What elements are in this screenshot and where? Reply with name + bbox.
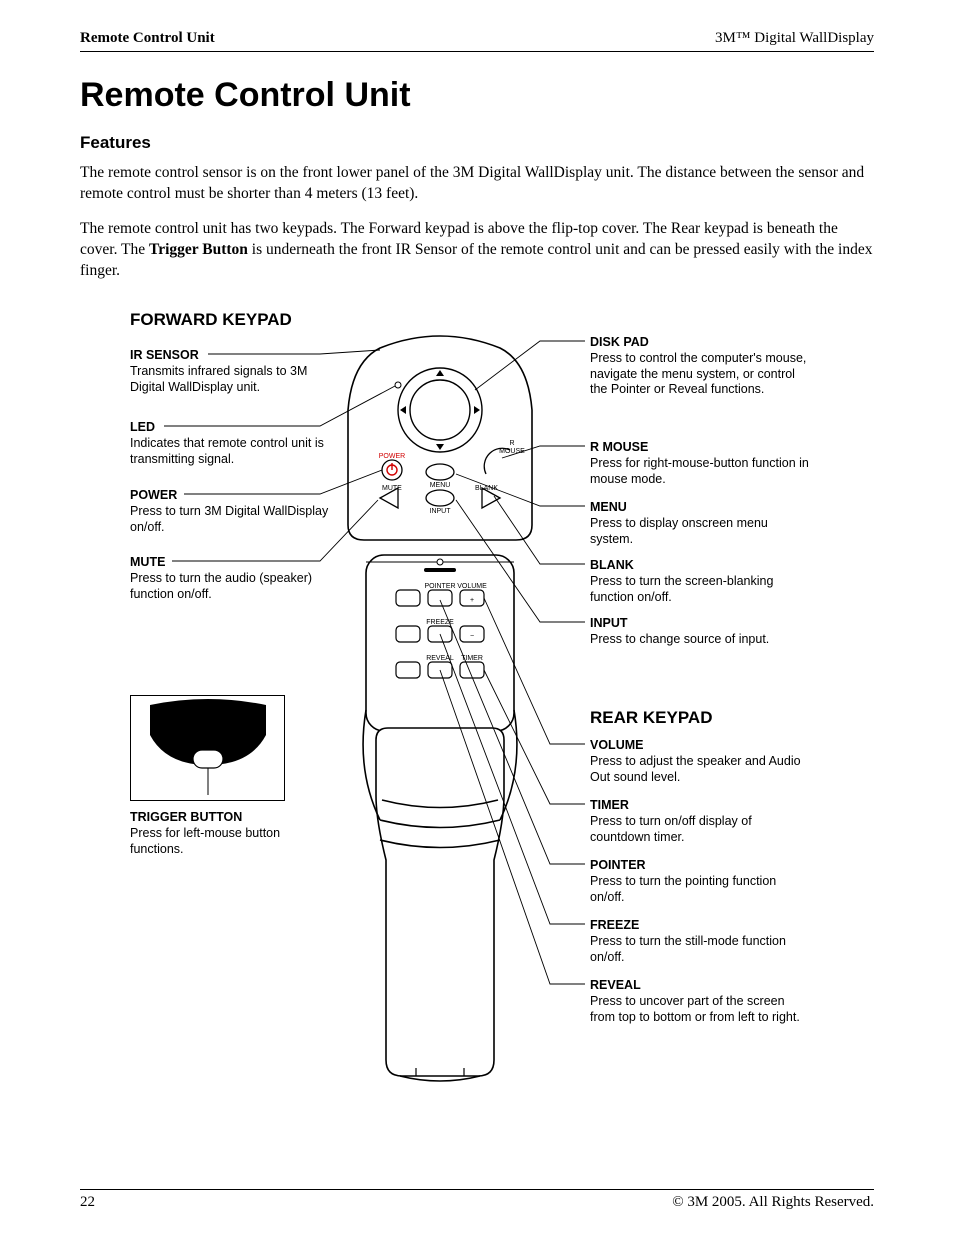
remote-label-input: INPUT <box>430 508 452 515</box>
minus-icon: − <box>470 633 474 640</box>
page-number: 22 <box>80 1194 95 1211</box>
running-footer: 22 © 3M 2005. All Rights Reserved. <box>80 1189 874 1211</box>
header-left: Remote Control Unit <box>80 30 215 47</box>
diagram-area: FORWARD KEYPAD REAR KEYPAD IR SENSOR Tra… <box>80 300 874 1120</box>
remote-label-pointer: POINTER <box>424 583 455 590</box>
remote-label-volume: VOLUME <box>457 583 487 590</box>
para2-bold: Trigger Button <box>149 241 248 258</box>
remote-label-menu: MENU <box>430 482 451 489</box>
remote-label-power: POWER <box>379 453 405 460</box>
features-para-1: The remote control sensor is on the fron… <box>80 163 874 205</box>
features-para-2: The remote control unit has two keypads.… <box>80 219 874 282</box>
features-heading: Features <box>80 133 874 153</box>
remote-diagram-svg: POWER MENU INPUT MUTE BLANK R MOUSE <box>80 300 874 1120</box>
page-title: Remote Control Unit <box>80 76 874 115</box>
header-right: 3M™ Digital WallDisplay <box>715 30 874 47</box>
remote-label-r: R <box>509 440 514 447</box>
plus-icon: + <box>470 597 474 604</box>
page: Remote Control Unit 3M™ Digital WallDisp… <box>0 0 954 1235</box>
running-header: Remote Control Unit 3M™ Digital WallDisp… <box>80 30 874 52</box>
remote-label-mute: MUTE <box>382 485 402 492</box>
copyright: © 3M 2005. All Rights Reserved. <box>672 1194 874 1211</box>
